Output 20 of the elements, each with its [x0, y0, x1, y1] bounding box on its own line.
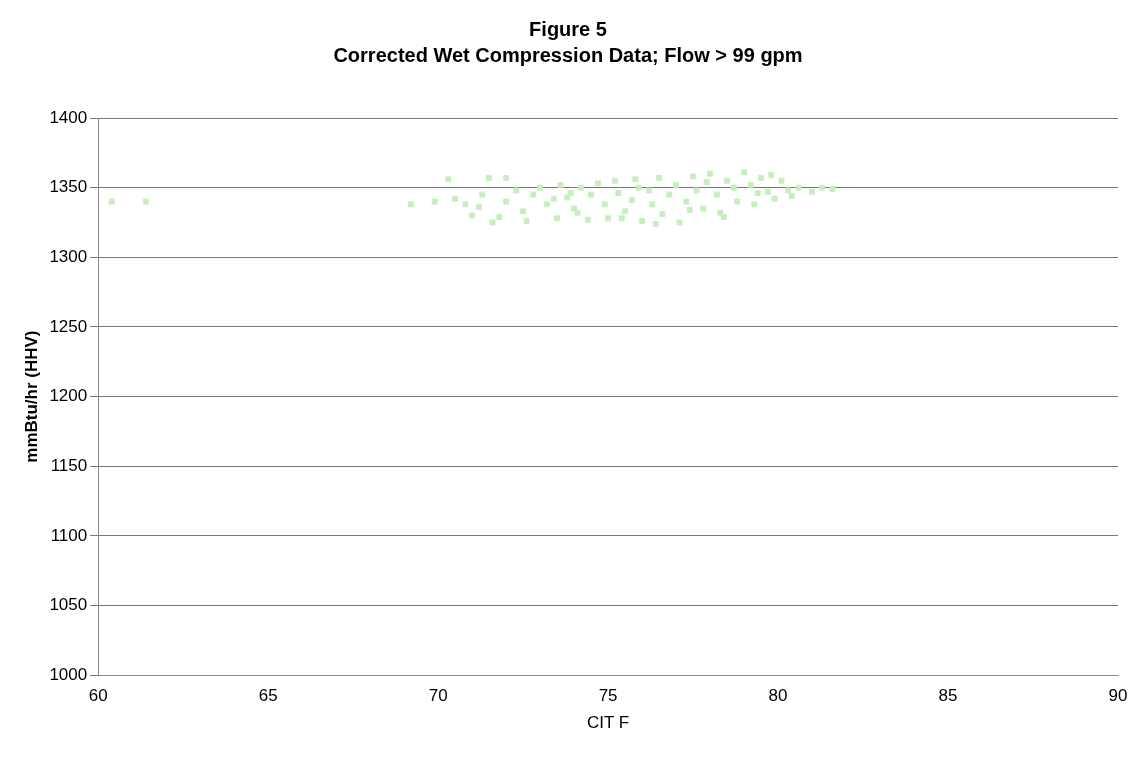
y-tick-label: 1200 — [49, 386, 88, 406]
x-tick-label: 75 — [598, 686, 618, 706]
y-tick-label: 1000 — [49, 664, 88, 684]
y-tick-label: 1050 — [49, 595, 88, 615]
chart-subtitle: Corrected Wet Compression Data; Flow > 99 gpm — [333, 43, 803, 66]
x-axis-title: CIT F — [587, 713, 630, 733]
y-tick-label: 1300 — [49, 246, 88, 266]
y-tick-label: 1350 — [49, 177, 88, 197]
chart-title: Figure 5 — [529, 17, 607, 40]
y-tick-label: 1100 — [50, 525, 88, 545]
x-tick-label: 80 — [768, 686, 788, 706]
y-tick-label: 1250 — [49, 316, 88, 336]
x-tick-label: 65 — [258, 686, 278, 706]
x-tick-label: 90 — [1108, 686, 1128, 706]
x-tick-label: 85 — [938, 686, 958, 706]
y-tick-label: 1150 — [50, 455, 88, 475]
x-tick-label: 70 — [428, 686, 448, 706]
x-tick-label: 60 — [88, 686, 108, 706]
y-tick-label: 1400 — [49, 107, 88, 127]
y-axis-title: mmBtu/hr (HHV) — [21, 330, 41, 463]
